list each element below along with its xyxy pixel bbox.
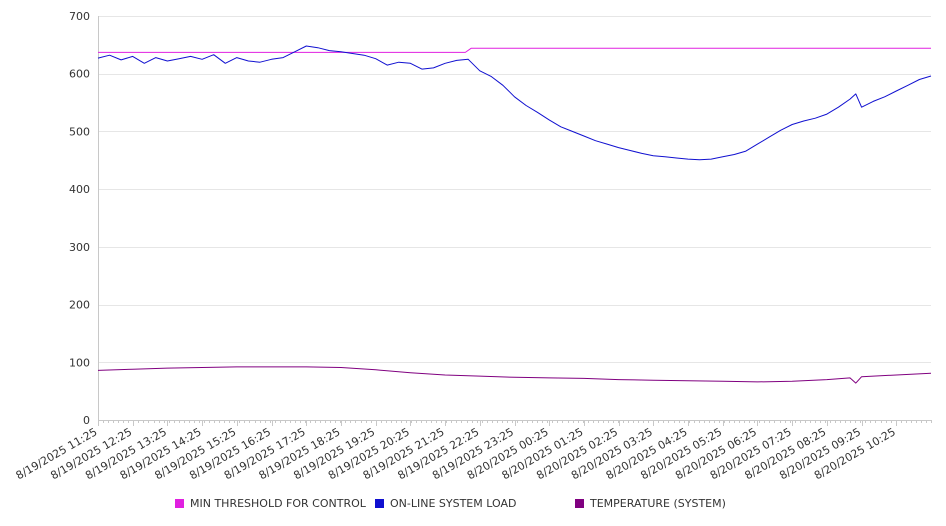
- y-tick-label: 600: [69, 68, 90, 81]
- y-tick-label: 400: [69, 183, 90, 196]
- chart-legend: MIN THRESHOLD FOR CONTROL ON-LINE SYSTEM …: [0, 497, 946, 517]
- series-line-1: [98, 47, 931, 53]
- legend-label: TEMPERATURE (SYSTEM): [590, 497, 726, 510]
- legend-item: MIN THRESHOLD FOR CONTROL: [175, 497, 366, 510]
- series-lines: [97, 45, 932, 384]
- y-tick-label: 700: [69, 10, 90, 23]
- x-tick-labels: 8/19/2025 11:258/19/2025 12:258/19/2025 …: [14, 425, 898, 482]
- grid-lines: [98, 16, 931, 363]
- series-line-2: [97, 45, 932, 161]
- legend-swatch: [375, 499, 384, 508]
- y-tick-label: 100: [69, 356, 90, 369]
- y-tick-label: 500: [69, 125, 90, 138]
- legend-swatch: [175, 499, 184, 508]
- legend-item: ON-LINE SYSTEM LOAD: [375, 497, 516, 510]
- axes: [98, 16, 932, 426]
- y-tick-label: 0: [83, 414, 90, 427]
- y-tick-label: 300: [69, 241, 90, 254]
- y-tick-label: 200: [69, 299, 90, 312]
- legend-label: ON-LINE SYSTEM LOAD: [390, 497, 517, 510]
- y-tick-labels: 0 100 200 300 400 500 600 700: [69, 10, 90, 427]
- series-line-3: [97, 366, 932, 384]
- legend-label: MIN THRESHOLD FOR CONTROL: [190, 497, 366, 510]
- legend-item: TEMPERATURE (SYSTEM): [575, 497, 726, 510]
- legend-swatch: [575, 499, 584, 508]
